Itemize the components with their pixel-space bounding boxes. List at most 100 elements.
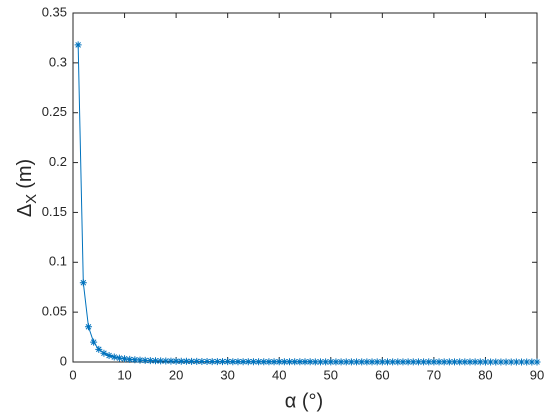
marker — [327, 358, 335, 366]
marker — [167, 357, 175, 365]
marker — [131, 356, 139, 364]
marker — [141, 356, 149, 364]
marker — [389, 358, 397, 366]
marker — [188, 357, 196, 365]
marker — [229, 358, 237, 366]
marker — [95, 345, 103, 353]
marker — [383, 358, 391, 366]
marker — [182, 357, 190, 365]
marker — [249, 358, 257, 366]
marker — [100, 349, 108, 357]
y-tick-label: 0.25 — [42, 104, 67, 119]
marker — [265, 358, 273, 366]
y-tick-label: 0 — [60, 353, 67, 368]
marker — [409, 358, 417, 366]
marker — [518, 358, 526, 366]
marker — [358, 358, 366, 366]
marker — [512, 358, 520, 366]
y-axis-label: ΔX (m) — [14, 159, 40, 217]
marker — [79, 279, 87, 287]
x-tick-label: 50 — [324, 367, 338, 382]
marker — [404, 358, 412, 366]
marker — [425, 358, 433, 366]
marker — [378, 358, 386, 366]
marker — [291, 358, 299, 366]
marker — [528, 358, 536, 366]
y-tick-label: 0.35 — [42, 4, 67, 19]
marker — [301, 358, 309, 366]
marker — [353, 358, 361, 366]
y-tick-label: 0.05 — [42, 304, 67, 319]
x-tick-label: 70 — [427, 367, 441, 382]
marker — [296, 358, 304, 366]
marker — [110, 353, 118, 361]
y-tick-label: 0.3 — [49, 54, 67, 69]
marker — [146, 357, 154, 365]
marker — [198, 358, 206, 366]
marker — [322, 358, 330, 366]
marker — [224, 358, 232, 366]
marker — [507, 358, 515, 366]
marker — [126, 355, 134, 363]
marker — [105, 352, 113, 360]
y-tick-label: 0.15 — [42, 204, 67, 219]
y-tick-label: 0.1 — [49, 254, 67, 269]
marker — [487, 358, 495, 366]
marker — [275, 358, 283, 366]
marker — [90, 338, 98, 346]
marker — [84, 323, 92, 331]
marker — [337, 358, 345, 366]
x-tick-label: 60 — [375, 367, 389, 382]
marker — [456, 358, 464, 366]
marker — [151, 357, 159, 365]
marker — [208, 358, 216, 366]
marker — [244, 358, 252, 366]
marker — [476, 358, 484, 366]
marker — [260, 358, 268, 366]
marker — [451, 358, 459, 366]
marker — [347, 358, 355, 366]
marker — [162, 357, 170, 365]
y-label-subscript: X — [23, 194, 40, 204]
y-label-unit: (m) — [14, 159, 36, 189]
plot-area — [72, 12, 538, 363]
marker — [445, 358, 453, 366]
x-tick-label: 10 — [117, 367, 131, 382]
marker — [193, 357, 201, 365]
marker — [461, 358, 469, 366]
x-tick-label: 90 — [530, 367, 544, 382]
marker — [466, 358, 474, 366]
marker — [399, 358, 407, 366]
marker — [523, 358, 531, 366]
marker — [394, 358, 402, 366]
y-label-symbol: Δ — [14, 204, 36, 217]
marker — [234, 358, 242, 366]
marker — [203, 358, 211, 366]
marker — [177, 357, 185, 365]
marker — [121, 355, 129, 363]
marker — [502, 358, 510, 366]
marker — [219, 358, 227, 366]
x-tick-label: 80 — [478, 367, 492, 382]
x-tick-label: 0 — [69, 367, 76, 382]
marker — [363, 358, 371, 366]
marker — [306, 358, 314, 366]
x-axis-label: α (°) — [285, 390, 323, 412]
marker — [280, 358, 288, 366]
marker — [373, 358, 381, 366]
marker — [157, 357, 165, 365]
y-tick-label: 0.2 — [49, 154, 67, 169]
marker — [497, 358, 505, 366]
marker — [74, 41, 82, 49]
marker — [435, 358, 443, 366]
marker — [136, 356, 144, 364]
marker — [270, 358, 278, 366]
x-tick-label: 20 — [169, 367, 183, 382]
marker — [420, 358, 428, 366]
marker — [255, 358, 263, 366]
x-tick-label: 40 — [272, 367, 286, 382]
marker — [172, 357, 180, 365]
marker — [368, 358, 376, 366]
